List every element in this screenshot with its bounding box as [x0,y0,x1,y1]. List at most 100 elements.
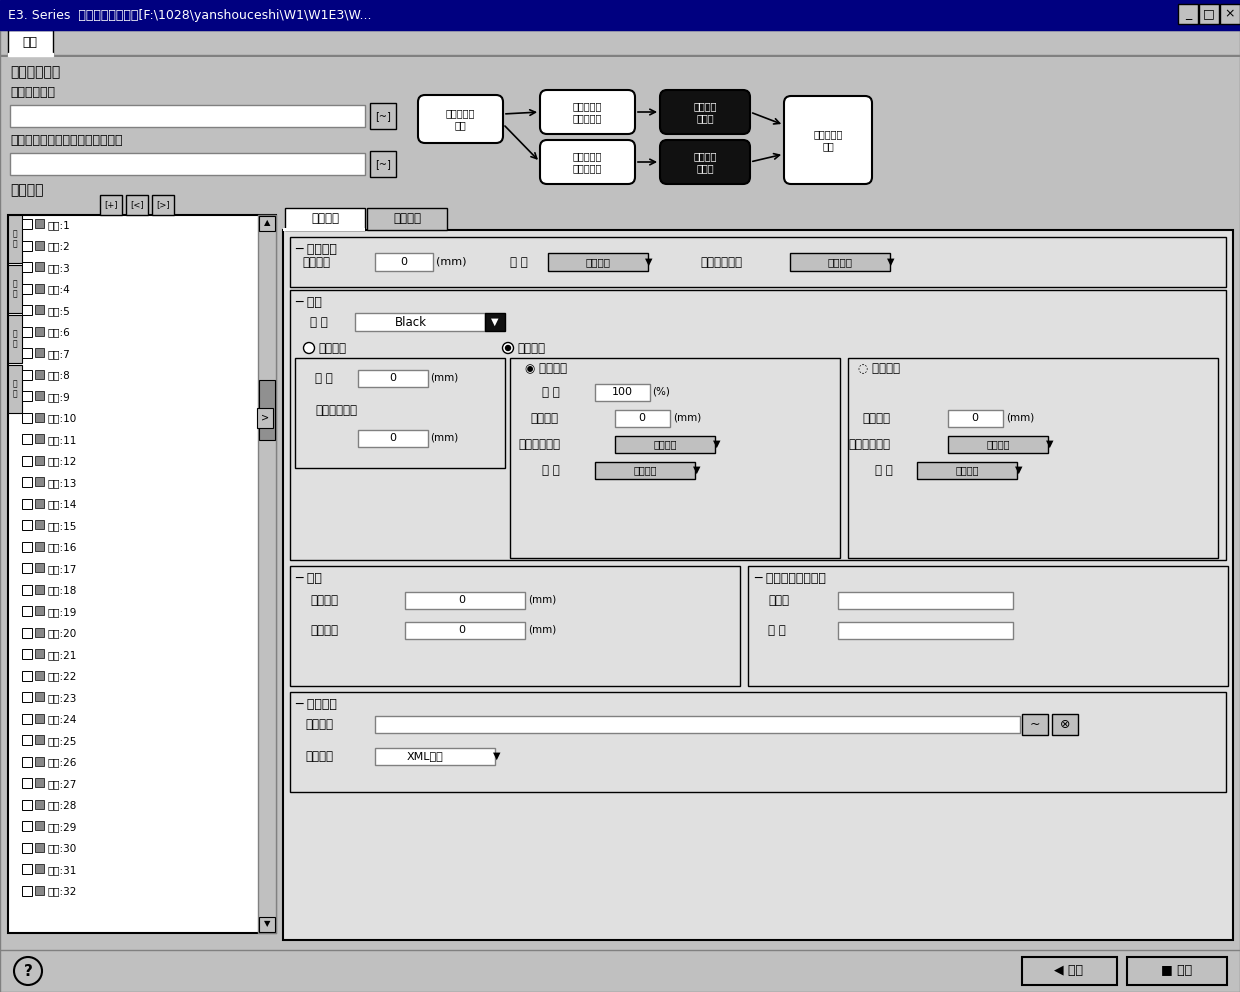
Bar [22,455,32,465]
Text: 手动输入: 手动输入 [317,341,346,354]
Bar [35,821,43,830]
Text: 芯线:20: 芯线:20 [47,629,76,639]
Text: 芯线:6: 芯线:6 [47,327,69,337]
Bar [10,153,365,175]
Text: 比 例: 比 例 [542,386,559,399]
Bar [615,410,670,427]
Bar [35,262,43,271]
Bar [7,215,22,263]
Bar [22,842,32,852]
Bar [290,290,1226,560]
Bar [0,55,1240,57]
Text: 输出格式: 输出格式 [305,750,334,763]
Text: (mm): (mm) [430,433,459,443]
Text: 芯线:4: 芯线:4 [47,285,69,295]
Text: 导出工作状态: 导出工作状态 [10,65,61,79]
Bar [285,208,365,230]
Bar [949,410,1003,427]
Text: 默认算法: 默认算法 [653,439,677,449]
Bar [22,628,32,638]
Bar [258,215,277,933]
Text: 芯线:15: 芯线:15 [47,521,77,531]
Bar [358,370,428,387]
Bar [748,566,1228,686]
Text: 0: 0 [458,625,465,635]
Text: 直 径: 直 径 [542,463,559,476]
Bar [1022,714,1048,735]
Text: 输出路径: 输出路径 [305,717,334,730]
Text: (mm): (mm) [528,595,557,605]
Bar [35,305,43,314]
Text: 完整线缆
设计中: 完整线缆 设计中 [693,101,717,123]
Text: ▼: ▼ [494,751,501,761]
Text: 芯线:26: 芯线:26 [47,758,77,768]
Text: 芯线:12: 芯线:12 [47,456,77,466]
Text: 芯线:8: 芯线:8 [47,370,69,381]
Text: 标识符: 标识符 [768,593,789,606]
Text: 简化线缆
设计中: 简化线缆 设计中 [693,151,717,173]
Bar [405,622,525,639]
Text: 默认算法: 默认算法 [585,257,610,267]
Circle shape [506,345,511,350]
Bar [7,315,22,363]
Bar [22,391,32,401]
Bar [22,584,32,594]
Text: 线缆构成: 线缆构成 [10,183,43,197]
Bar [374,748,495,765]
Bar [290,566,740,686]
Text: 原始线缆文件: 原始线缆文件 [10,85,55,98]
Text: 芯线:1: 芯线:1 [47,220,69,230]
Bar [7,215,277,933]
Bar [290,237,1226,287]
Bar [22,413,32,423]
Bar [35,671,43,680]
Bar [35,219,43,228]
Text: 最小弯曲半径: 最小弯曲半径 [518,437,560,450]
Circle shape [14,957,42,985]
Text: 芯线:18: 芯线:18 [47,585,77,595]
Bar [22,800,32,809]
Bar [1178,4,1198,24]
Circle shape [304,342,315,353]
Text: [~]: [~] [374,111,391,121]
Text: 芯线:2: 芯线:2 [47,241,69,252]
Bar [259,216,275,231]
Bar [283,230,1233,940]
Bar [126,195,148,215]
Text: ◌ 圆形算法: ◌ 圆形算法 [858,361,900,375]
Text: (mm): (mm) [673,413,702,423]
Text: 0: 0 [389,433,397,443]
Text: 芯线:19: 芯线:19 [47,607,77,617]
Bar [10,105,365,127]
Text: (mm): (mm) [1006,413,1034,423]
Bar [22,757,32,767]
Bar [374,716,1021,733]
Bar [22,477,32,487]
Text: XML格式: XML格式 [407,751,444,761]
Bar [22,434,32,444]
Text: 线缆设计已
完成: 线缆设计已 完成 [813,129,843,151]
FancyBboxPatch shape [539,90,635,134]
Text: 芯线:21: 芯线:21 [47,650,77,660]
Bar [0,0,1240,30]
Text: 芯线:13: 芯线:13 [47,478,77,488]
Bar [35,284,43,293]
Bar [295,358,505,468]
Bar [35,563,43,572]
Text: 直 径: 直 径 [510,256,528,269]
Text: ─ 交互文件版本信息: ─ 交互文件版本信息 [754,572,826,585]
FancyBboxPatch shape [418,95,503,143]
Text: 芯线:28: 芯线:28 [47,801,77,810]
Bar [35,713,43,722]
Text: 完整选项: 完整选项 [311,212,339,225]
Text: 芯线:22: 芯线:22 [47,672,77,682]
Text: 芯线:23: 芯线:23 [47,693,77,703]
Bar [7,365,22,413]
Bar [7,265,22,313]
Text: [~]: [~] [374,159,391,169]
Bar [7,30,53,55]
Text: ─ 电缆导线: ─ 电缆导线 [295,243,337,256]
Bar [22,369,32,380]
Text: ─ 电缆: ─ 电缆 [295,296,322,309]
Text: ▼: ▼ [888,257,895,267]
